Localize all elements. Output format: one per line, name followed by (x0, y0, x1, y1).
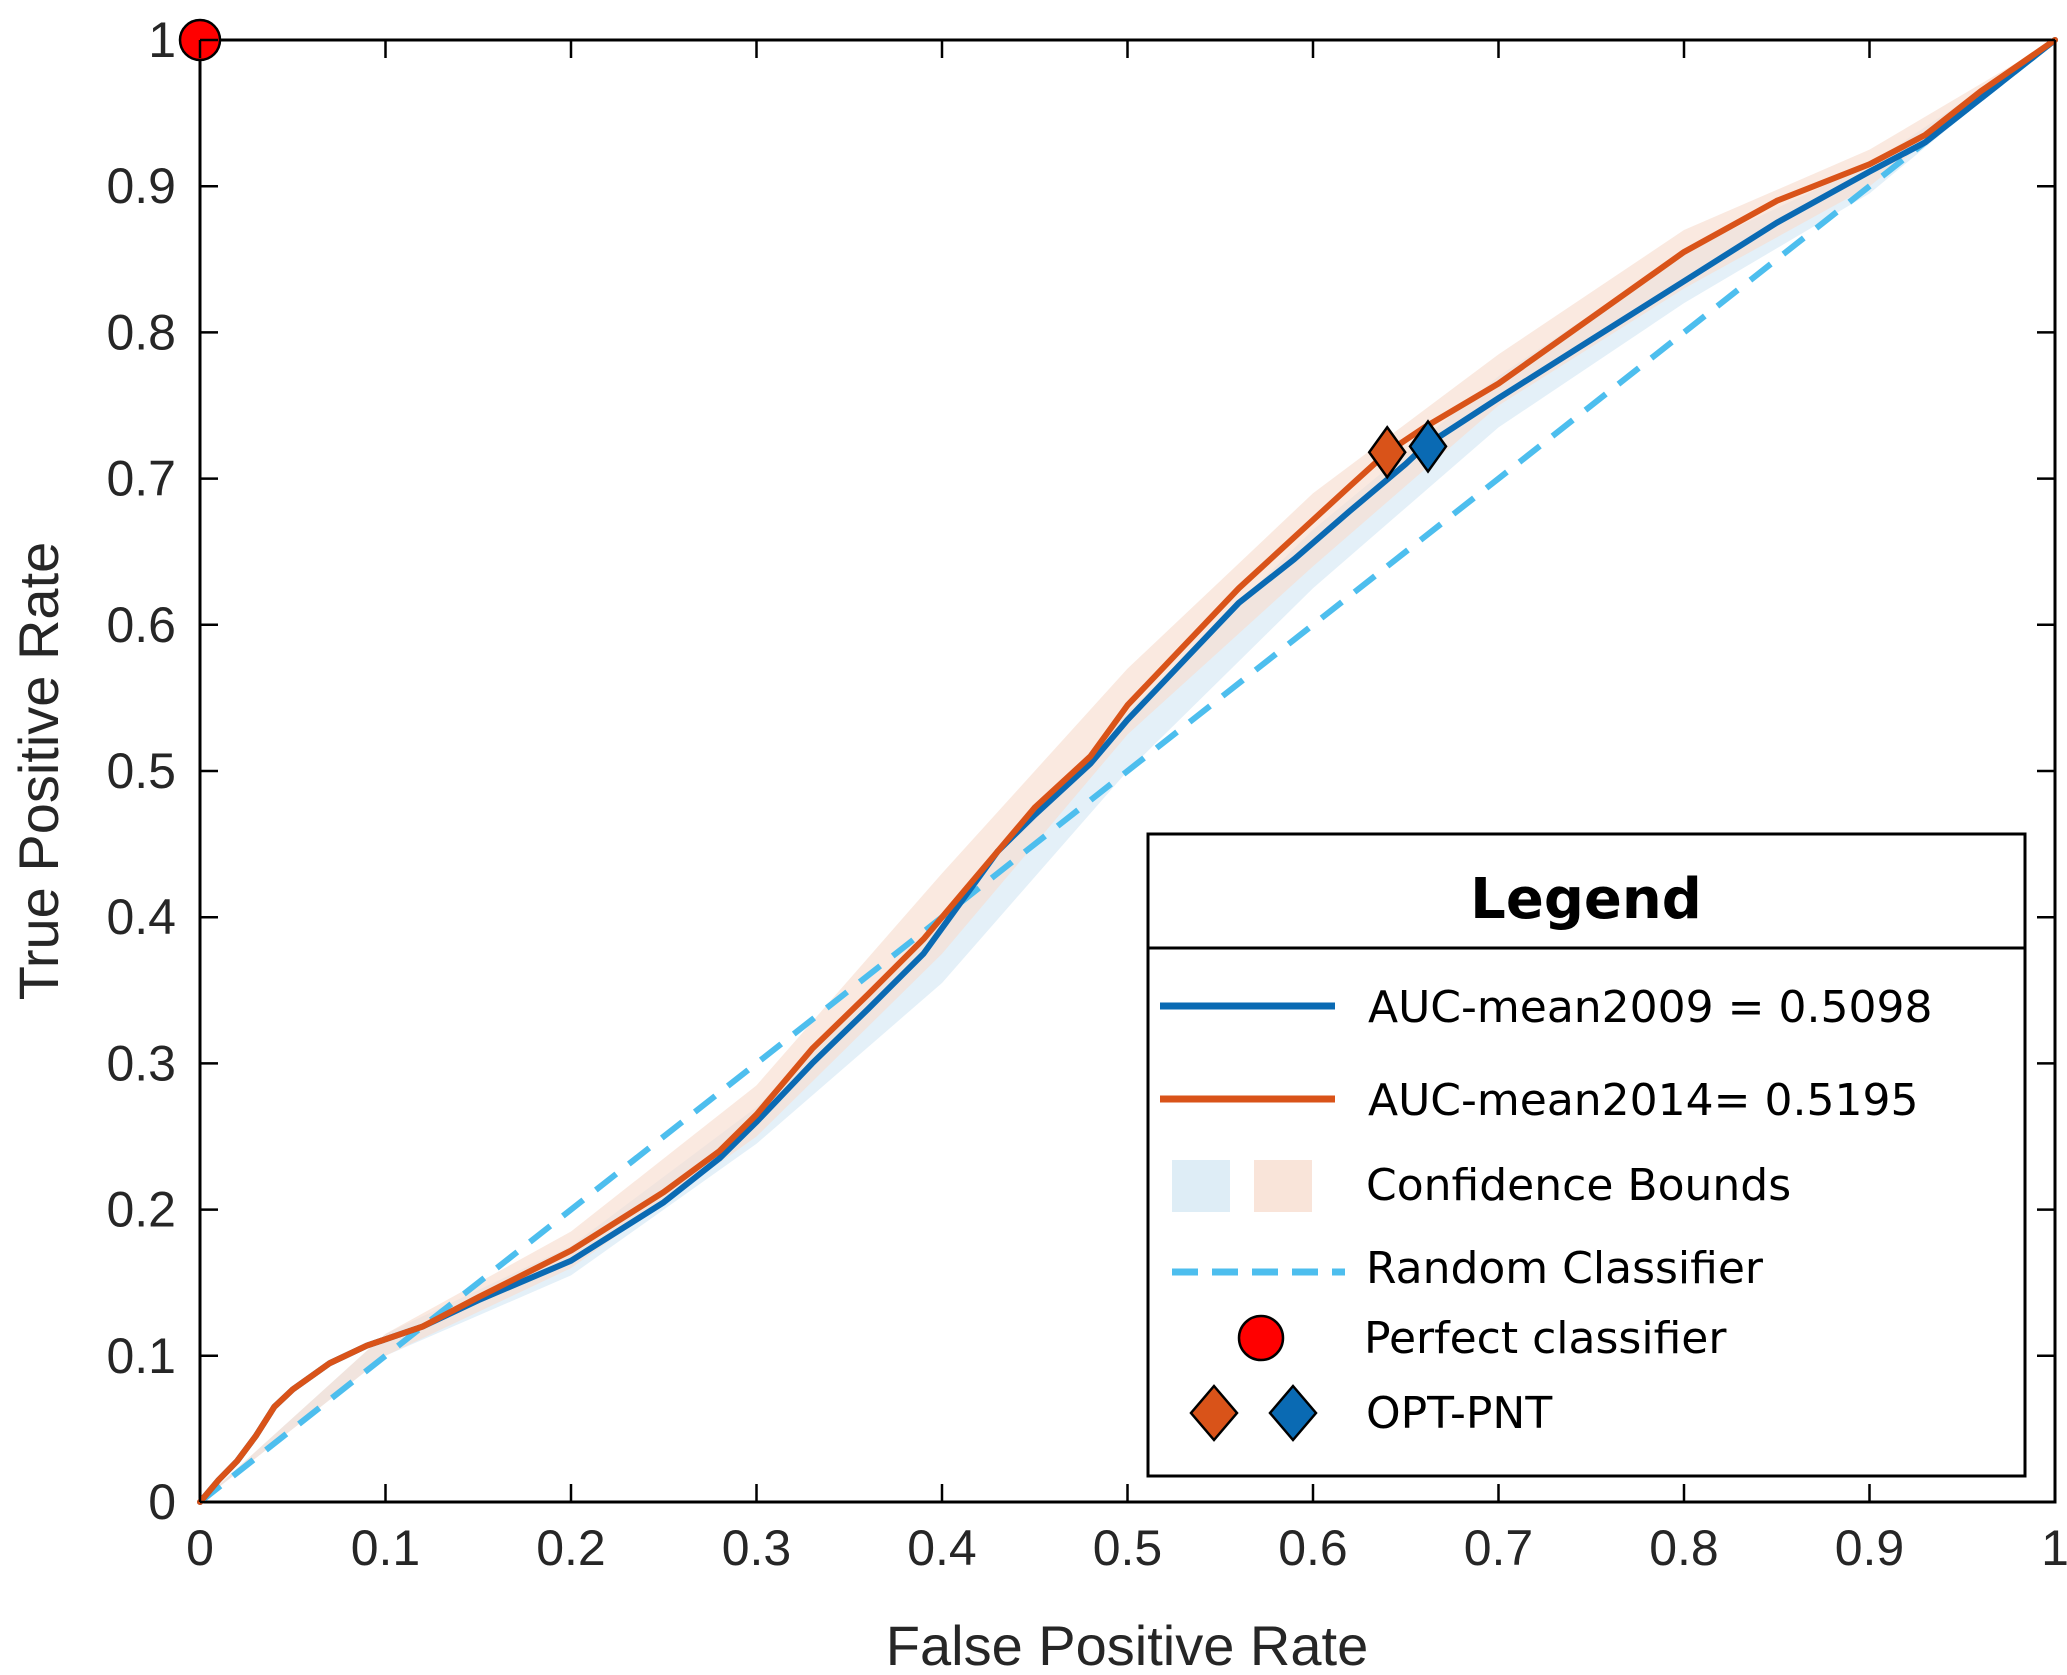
y-axis-ticks: 0 0.1 0.2 0.3 0.4 0.5 0.6 0.7 0.8 0.9 1 (106, 12, 2055, 1530)
y-tick-label: 0.3 (106, 1035, 176, 1091)
x-tick-label: 0.2 (536, 1520, 606, 1576)
random-classifier-line (198, 37, 2057, 1505)
legend-swatch-band-2014 (1254, 1160, 1312, 1212)
legend-perfect-marker (1237, 1314, 1285, 1362)
x-tick-label: 0.5 (1093, 1520, 1163, 1576)
y-tick-label: 0.4 (106, 889, 176, 945)
x-tick-label: 1 (2041, 1520, 2067, 1576)
y-tick-label: 0.5 (106, 743, 176, 799)
y-tick-label: 1 (148, 12, 176, 68)
legend-frame (1146, 832, 2027, 1478)
opt-point-2009 (1408, 419, 1448, 474)
y-tick-label: 0.2 (106, 1182, 176, 1238)
series-line-2014 (197, 37, 2058, 1505)
legend-label-confidence: Confidence Bounds (1366, 1160, 1791, 1211)
y-axis-title: True Positive Rate (7, 542, 70, 1001)
markers (178, 18, 1448, 480)
x-tick-label: 0.7 (1464, 1520, 1534, 1576)
legend-label-random: Random Classifier (1366, 1243, 1764, 1294)
y-tick-label: 0.9 (106, 158, 176, 214)
y-tick-label: 0.8 (106, 304, 176, 360)
x-tick-label: 0.1 (351, 1520, 421, 1576)
series-lines (197, 37, 2058, 1505)
y-tick-label: 0.6 (106, 597, 176, 653)
legend-swatch-band-2009 (1172, 1160, 1230, 1212)
legend-label-perfect: Perfect classifier (1364, 1313, 1727, 1364)
x-tick-label: 0.6 (1278, 1520, 1348, 1576)
legend-label-2009: AUC-mean2009 = 0.5098 (1368, 982, 1932, 1033)
x-tick-label: 0.9 (1835, 1520, 1905, 1576)
random-classifier-line-group (198, 37, 2057, 1505)
y-tick-label: 0 (148, 1474, 176, 1530)
legend-title: Legend (1470, 867, 1702, 932)
legend-opt-marker-2014 (1189, 1384, 1239, 1442)
legend-label-opt: OPT-PNT (1366, 1388, 1552, 1439)
x-tick-label: 0.3 (722, 1520, 792, 1576)
x-tick-label: 0.4 (907, 1520, 977, 1576)
legend: Legend AUC-mean2009 = 0.5098 AUC-mean201… (1146, 832, 2027, 1478)
y-tick-label: 0.7 (106, 451, 176, 507)
x-tick-label: 0 (186, 1520, 214, 1576)
plot-area (178, 18, 2058, 1505)
opt-point-2014 (1367, 425, 1407, 480)
legend-label-2014: AUC-mean2014= 0.5195 (1368, 1075, 1918, 1126)
x-axis-ticks: 0 0.1 0.2 0.3 0.4 0.5 0.6 0.7 0.8 0.9 1 (186, 40, 2067, 1576)
x-axis-title: False Positive Rate (886, 1614, 1368, 1675)
y-tick-label: 0.1 (106, 1328, 176, 1384)
legend-opt-marker-2009 (1268, 1384, 1318, 1442)
x-tick-label: 0.8 (1649, 1520, 1719, 1576)
